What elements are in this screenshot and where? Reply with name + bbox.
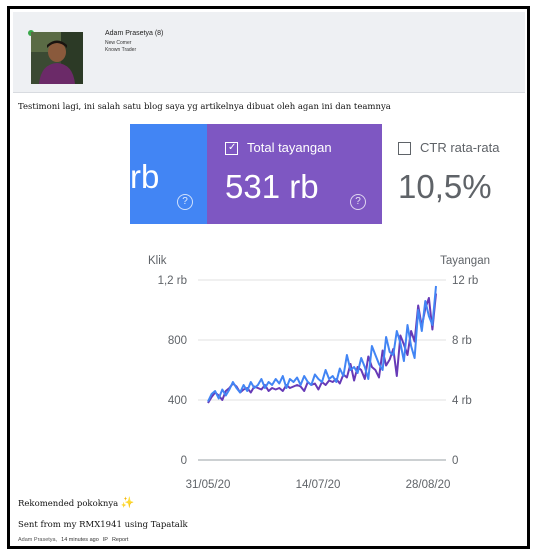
recommend-text-label: Rekomended pokoknya	[18, 499, 119, 509]
post-count: (8)	[154, 30, 164, 37]
right-tick-label: 12 rb	[452, 275, 478, 287]
left-axis-label: Klik	[148, 255, 167, 267]
performance-line-chart: Klik Tayangan 0 0 400 4 rb 800 8 rb 1,2 rb 12 r…	[148, 255, 490, 491]
ctr-metric-card: CTR rata-rata 10,5%	[382, 124, 515, 224]
ctr-metric-value: 10,5%	[398, 168, 492, 205]
post-signature: Sent from my RMX1941 using Tapatalk	[18, 520, 188, 530]
left-tick-label: 400	[168, 395, 187, 407]
username[interactable]: Adam Prasetya (8)	[105, 30, 163, 37]
user-role-trader: Known Trader	[105, 47, 137, 53]
user-info-bar: Adam Prasetya (8) New Comer Known Trader	[13, 12, 525, 93]
recommend-text: Rekomended pokoknya ✨	[18, 496, 135, 509]
checkbox-checked-icon: ✓	[225, 142, 238, 155]
views-metric-value: 531 rb	[225, 168, 319, 205]
user-role-newcomer: New Comer	[105, 40, 132, 46]
post-meta: Adam Prasetya, 14 minutes ago IP Report	[18, 537, 132, 543]
post-time-link[interactable]: 14 minutes ago	[61, 537, 99, 543]
series-line-klik	[207, 285, 437, 402]
right-tick-label: 4 rb	[452, 395, 472, 407]
username-text[interactable]: Adam Prasetya	[105, 30, 153, 37]
avatar-photo	[31, 32, 83, 84]
x-tick-label: 14/07/20	[296, 479, 341, 491]
left-tick-label: 0	[181, 455, 187, 467]
left-tick-label: 1,2 rb	[158, 275, 187, 287]
clicks-metric-value: rb	[130, 158, 160, 195]
post-frame: Adam Prasetya (8) New Comer Known Trader…	[7, 6, 530, 549]
help-icon: ?	[177, 194, 193, 210]
right-tick-label: 0	[452, 455, 458, 467]
post-body-text: Testimoni lagi, ini salah satu blog saya…	[18, 102, 391, 112]
help-icon: ?	[350, 194, 366, 210]
ip-link[interactable]: IP	[102, 537, 108, 543]
views-metric-card: ✓ Total tayangan 531 rb ?	[207, 124, 382, 224]
right-tick-label: 8 rb	[452, 335, 472, 347]
left-tick-label: 800	[168, 335, 187, 347]
search-console-screenshot: rb ? ✓ Total tayangan 531 rb ? CTR rata-…	[130, 124, 515, 504]
x-tick-label: 31/05/20	[186, 479, 231, 491]
clicks-metric-card: rb ?	[130, 124, 207, 224]
sparkles-icon: ✨	[120, 496, 135, 509]
post-author: Adam Prasetya,	[18, 537, 58, 543]
checkbox-unchecked-icon	[398, 142, 411, 155]
avatar[interactable]	[31, 32, 83, 84]
right-axis-label: Tayangan	[440, 255, 490, 267]
report-link[interactable]: Report	[111, 537, 129, 543]
x-tick-label: 28/08/20	[406, 479, 451, 491]
views-metric-label: Total tayangan	[247, 140, 332, 155]
ctr-metric-label: CTR rata-rata	[420, 140, 500, 155]
